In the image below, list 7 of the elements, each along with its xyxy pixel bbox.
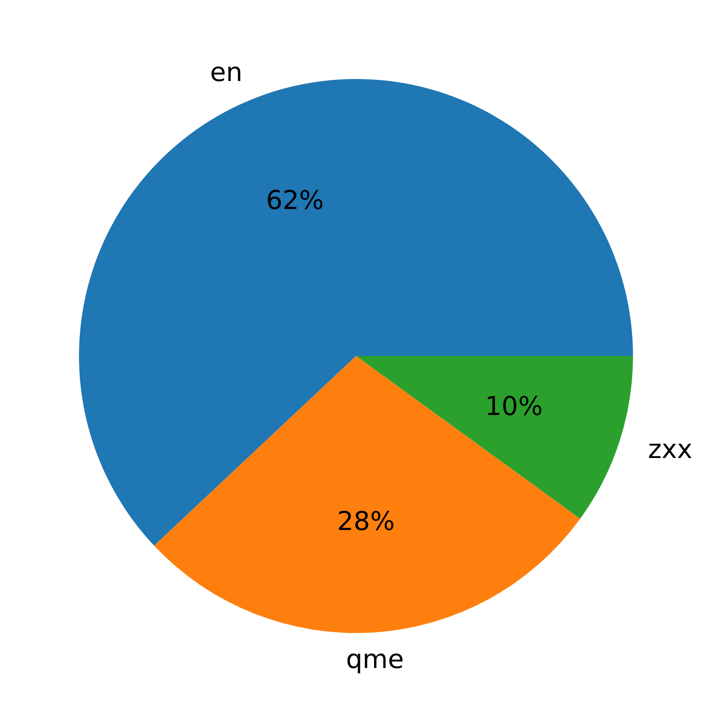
data-label: 28% [337,507,395,537]
pie-slice [154,356,580,632]
data-label: 10% [485,392,543,422]
slice-label: qme [346,645,404,675]
data-label: 62% [266,186,324,216]
slice-label: zxx [648,435,692,465]
slice-label: en [210,58,242,88]
